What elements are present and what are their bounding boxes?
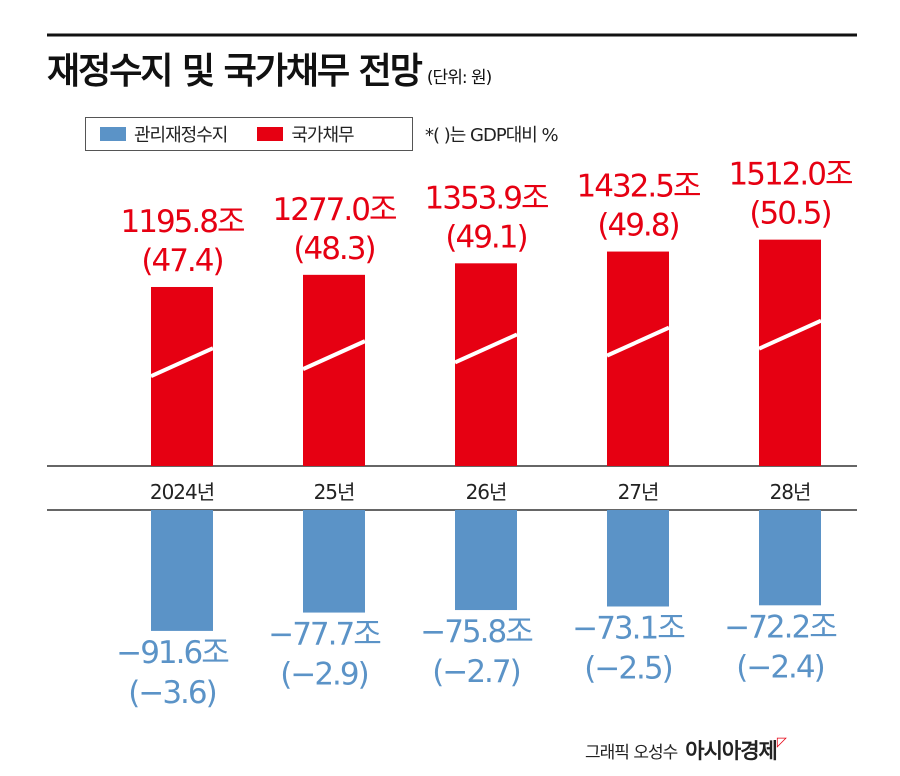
legend-label-debt: 국가채무	[291, 125, 354, 146]
unit-label: (단위: 원)	[426, 68, 492, 88]
axis-break-mark	[302, 339, 366, 371]
title-text: 재정수지 및 국가채무 전망	[47, 51, 423, 92]
balance-value-label: −75.8조	[420, 614, 532, 650]
debt-bar	[455, 263, 517, 466]
x-tick-label: 28년	[770, 480, 811, 504]
debt-value-label: 1512.0조	[729, 157, 852, 193]
balance-bar	[759, 510, 821, 606]
balance-bar	[151, 510, 213, 631]
debt-value-label: 1353.9조	[425, 180, 548, 216]
axis-break-mark	[454, 332, 518, 365]
debt-pct-label: (48.3)	[293, 231, 374, 267]
balance-pct-label: (−3.6)	[128, 675, 215, 711]
chart-title: 재정수지 및 국가채무 전망 (단위: 원)	[47, 42, 492, 94]
x-tick-label: 25년	[314, 480, 355, 504]
balance-pct-label: (−2.4)	[736, 649, 823, 685]
x-tick-label: 27년	[618, 480, 659, 504]
x-tick-label: 26년	[466, 480, 507, 504]
balance-value-label: −77.7조	[268, 617, 380, 653]
axis-break-mark	[758, 318, 822, 351]
x-tick-label: 2024년	[150, 480, 214, 504]
balance-pct-label: (−2.7)	[432, 654, 519, 690]
debt-bar	[759, 239, 821, 466]
brand-mark-icon: ◸	[776, 735, 787, 750]
debt-bar	[607, 251, 669, 466]
legend: 관리재정수지 국가채무	[85, 117, 413, 151]
debt-pct-label: (47.4)	[141, 243, 222, 279]
legend-swatch-debt	[257, 127, 284, 141]
debt-bar	[151, 286, 213, 466]
balance-value-label: −91.6조	[116, 635, 228, 671]
axis-break-mark	[606, 325, 670, 358]
debt-value-label: 1195.8조	[121, 204, 244, 240]
credit-text: 그래픽 오성수	[585, 743, 678, 763]
debt-value-label: 1432.5조	[577, 169, 700, 205]
debt-pct-label: (50.5)	[749, 196, 830, 232]
debt-value-label: 1277.0조	[273, 192, 396, 228]
debt-pct-label: (49.1)	[445, 219, 526, 255]
credit: 그래픽 오성수 아시아경제◸	[585, 735, 787, 765]
balance-bar	[455, 510, 517, 611]
debt-pct-label: (49.8)	[597, 208, 678, 244]
axis-break-mark	[150, 346, 214, 378]
balance-bar	[303, 510, 365, 613]
balance-value-label: −73.1조	[572, 610, 684, 646]
legend-label-balance: 관리재정수지	[134, 125, 228, 146]
brand-logo: 아시아경제	[685, 739, 778, 763]
balance-pct-label: (−2.5)	[584, 650, 671, 686]
footnote: *( )는 GDP대비 %	[425, 125, 559, 146]
balance-value-label: −72.2조	[724, 609, 836, 645]
legend-swatch-balance	[100, 127, 126, 141]
balance-pct-label: (−2.9)	[280, 657, 367, 693]
debt-bar	[303, 274, 365, 466]
balance-bar	[607, 510, 669, 607]
